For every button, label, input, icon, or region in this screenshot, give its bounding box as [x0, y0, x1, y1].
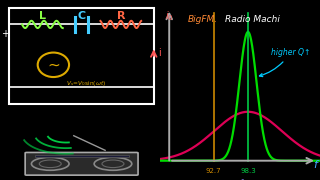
- Text: L: L: [39, 11, 46, 21]
- Text: $V_s\!=\!V_0\sin(\omega t)$: $V_s\!=\!V_0\sin(\omega t)$: [66, 79, 106, 88]
- Text: +: +: [1, 29, 9, 39]
- FancyBboxPatch shape: [25, 152, 138, 175]
- Text: 92.7: 92.7: [206, 168, 221, 174]
- Text: ~: ~: [47, 57, 60, 72]
- Text: C: C: [77, 11, 86, 21]
- Text: f: f: [313, 159, 317, 170]
- Bar: [35, 155, 129, 157]
- Text: R: R: [116, 11, 125, 21]
- Text: $i_0$: $i_0$: [165, 10, 173, 23]
- Text: 98.3: 98.3: [240, 168, 256, 174]
- Text: Radio Machi: Radio Machi: [225, 15, 279, 24]
- Text: i: i: [158, 48, 160, 58]
- Text: BigFM.: BigFM.: [188, 15, 218, 24]
- Bar: [10, 8, 154, 104]
- Text: $\frac{1}{2\pi\sqrt{LC}}$: $\frac{1}{2\pi\sqrt{LC}}$: [231, 177, 255, 180]
- Text: higher Q↑: higher Q↑: [260, 48, 310, 77]
